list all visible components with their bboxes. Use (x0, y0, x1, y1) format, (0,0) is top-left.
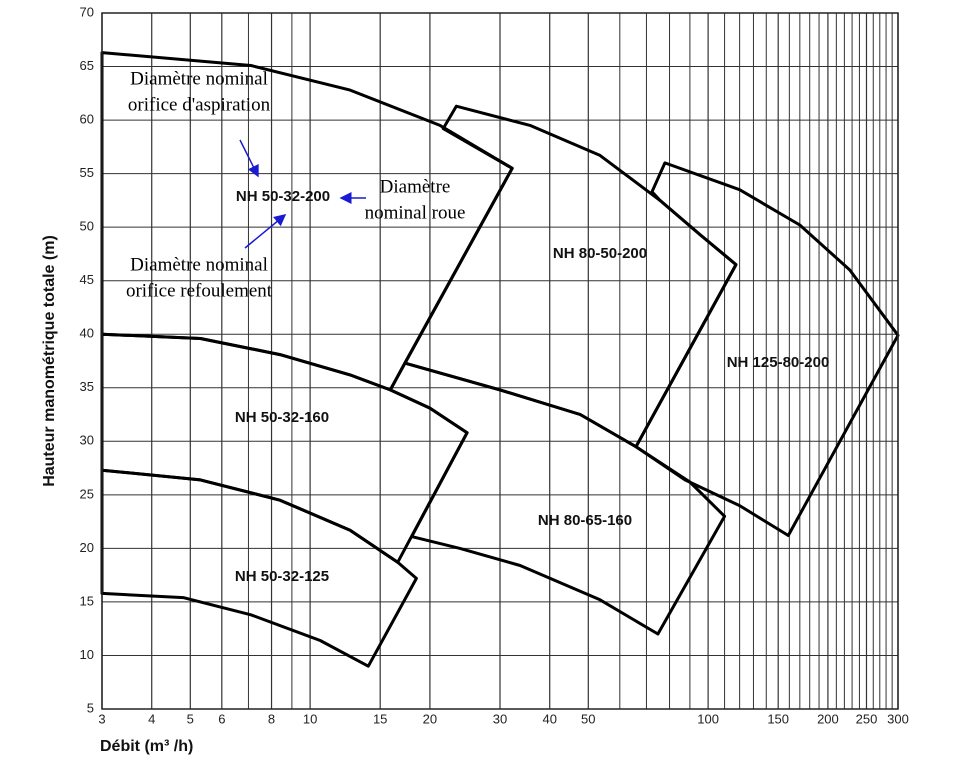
y-tick-label: 25 (80, 486, 94, 501)
annotation: Diamètre (380, 176, 451, 197)
pump-region (388, 361, 727, 636)
y-tick-label: 10 (80, 647, 94, 662)
x-tick-label: 30 (493, 711, 507, 726)
y-tick-label: 45 (80, 272, 94, 287)
x-tick-label: 20 (423, 711, 437, 726)
x-tick-label: 6 (218, 711, 225, 726)
region-label: NH 50-32-125 (235, 568, 329, 585)
y-tick-label: 70 (80, 4, 94, 19)
annotation: orifice refoulement (126, 280, 273, 301)
x-tick-label: 3 (98, 711, 105, 726)
y-tick-label: 20 (80, 540, 94, 555)
x-tick-label: 40 (542, 711, 556, 726)
regions (100, 51, 900, 668)
x-tick-label: 150 (767, 711, 789, 726)
pump-region (403, 104, 738, 449)
arrow (239, 139, 259, 178)
region-label: NH 125-80-200 (727, 354, 830, 371)
y-tick-label: 35 (80, 379, 94, 394)
y-axis-title: Hauteur manométrique totale (m) (41, 235, 58, 487)
y-tick-label: 55 (80, 165, 94, 180)
pump-region (100, 332, 469, 564)
x-tick-label: 300 (887, 711, 909, 726)
arrow (244, 214, 287, 249)
annotation: orifice d'aspiration (128, 94, 271, 115)
region-label: NH 80-50-200 (553, 245, 647, 262)
annotation: Diamètre nominal (130, 68, 268, 89)
y-tick-label: 65 (80, 58, 94, 73)
y-tick-label: 30 (80, 433, 94, 448)
x-tick-label: 50 (581, 711, 595, 726)
x-tick-label: 250 (856, 711, 878, 726)
region-label: NH 50-32-200 (236, 188, 330, 205)
y-tick-label: 60 (80, 112, 94, 127)
y-tick-label: 40 (80, 326, 94, 341)
x-tick-label: 100 (697, 711, 719, 726)
plot-frame (101, 12, 899, 710)
x-tick-label: 15 (373, 711, 387, 726)
y-tick-label: 50 (80, 219, 94, 234)
x-tick-label: 10 (303, 711, 317, 726)
x-tick-label: 4 (148, 711, 155, 726)
y-tick-label: 15 (80, 593, 94, 608)
x-tick-label: 200 (817, 711, 839, 726)
pump-region (634, 161, 900, 537)
annotation: nominal roue (365, 202, 466, 223)
y-tick-label: 5 (87, 700, 94, 715)
x-axis-title: Débit (m³ /h) (100, 738, 193, 755)
x-tick-label: 5 (187, 711, 194, 726)
x-tick-label: 8 (268, 711, 275, 726)
region-label: NH 80-65-160 (538, 512, 632, 529)
annotation: Diamètre nominal (130, 254, 268, 275)
region-label: NH 50-32-160 (235, 409, 329, 426)
